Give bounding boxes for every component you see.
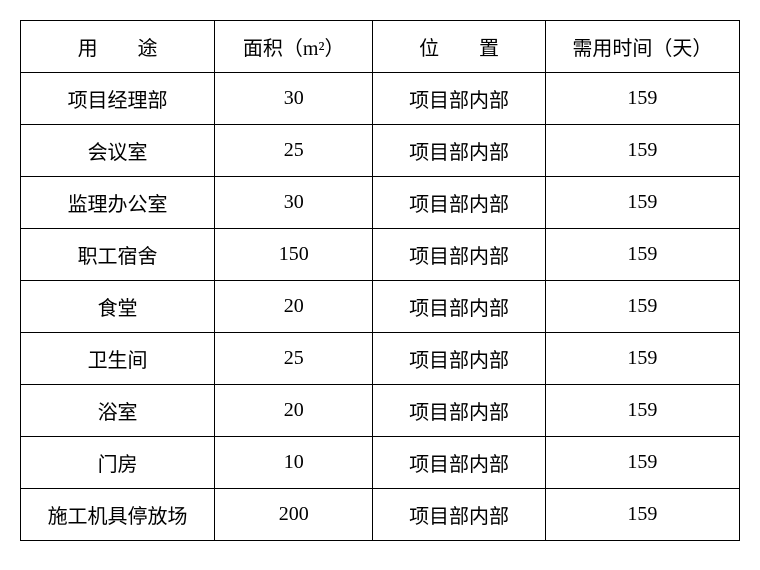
- table-body: 项目经理部 30 项目部内部 159 会议室 25 项目部内部 159 监理办公…: [21, 73, 740, 541]
- cell-usage: 浴室: [21, 385, 215, 437]
- cell-usage: 职工宿舍: [21, 229, 215, 281]
- cell-area: 30: [215, 177, 373, 229]
- header-area: 面积（m²）: [215, 21, 373, 73]
- cell-area: 25: [215, 333, 373, 385]
- cell-usage: 食堂: [21, 281, 215, 333]
- table-row: 施工机具停放场 200 项目部内部 159: [21, 489, 740, 541]
- cell-days: 159: [545, 229, 739, 281]
- table-container: 用 途 面积（m²） 位 置 需用时间（天） 项目经理部 30 项目部内部 15…: [20, 20, 740, 541]
- cell-area: 20: [215, 281, 373, 333]
- table-row: 项目经理部 30 项目部内部 159: [21, 73, 740, 125]
- table-row: 监理办公室 30 项目部内部 159: [21, 177, 740, 229]
- facilities-table: 用 途 面积（m²） 位 置 需用时间（天） 项目经理部 30 项目部内部 15…: [20, 20, 740, 541]
- cell-days: 159: [545, 125, 739, 177]
- cell-area: 200: [215, 489, 373, 541]
- cell-area: 30: [215, 73, 373, 125]
- cell-location: 项目部内部: [373, 489, 546, 541]
- cell-days: 159: [545, 437, 739, 489]
- cell-usage: 项目经理部: [21, 73, 215, 125]
- header-usage: 用 途: [21, 21, 215, 73]
- cell-usage: 卫生间: [21, 333, 215, 385]
- header-days: 需用时间（天）: [545, 21, 739, 73]
- table-row: 职工宿舍 150 项目部内部 159: [21, 229, 740, 281]
- cell-days: 159: [545, 281, 739, 333]
- cell-usage: 施工机具停放场: [21, 489, 215, 541]
- cell-usage: 门房: [21, 437, 215, 489]
- table-row: 食堂 20 项目部内部 159: [21, 281, 740, 333]
- cell-days: 159: [545, 489, 739, 541]
- header-row: 用 途 面积（m²） 位 置 需用时间（天）: [21, 21, 740, 73]
- table-header: 用 途 面积（m²） 位 置 需用时间（天）: [21, 21, 740, 73]
- cell-location: 项目部内部: [373, 281, 546, 333]
- header-location: 位 置: [373, 21, 546, 73]
- cell-days: 159: [545, 385, 739, 437]
- cell-area: 150: [215, 229, 373, 281]
- cell-location: 项目部内部: [373, 333, 546, 385]
- cell-days: 159: [545, 177, 739, 229]
- cell-days: 159: [545, 333, 739, 385]
- cell-location: 项目部内部: [373, 385, 546, 437]
- cell-area: 10: [215, 437, 373, 489]
- table-row: 卫生间 25 项目部内部 159: [21, 333, 740, 385]
- cell-location: 项目部内部: [373, 229, 546, 281]
- cell-location: 项目部内部: [373, 177, 546, 229]
- cell-usage: 会议室: [21, 125, 215, 177]
- cell-area: 25: [215, 125, 373, 177]
- cell-location: 项目部内部: [373, 73, 546, 125]
- cell-area: 20: [215, 385, 373, 437]
- table-row: 浴室 20 项目部内部 159: [21, 385, 740, 437]
- cell-location: 项目部内部: [373, 437, 546, 489]
- table-row: 门房 10 项目部内部 159: [21, 437, 740, 489]
- cell-usage: 监理办公室: [21, 177, 215, 229]
- cell-days: 159: [545, 73, 739, 125]
- cell-location: 项目部内部: [373, 125, 546, 177]
- table-row: 会议室 25 项目部内部 159: [21, 125, 740, 177]
